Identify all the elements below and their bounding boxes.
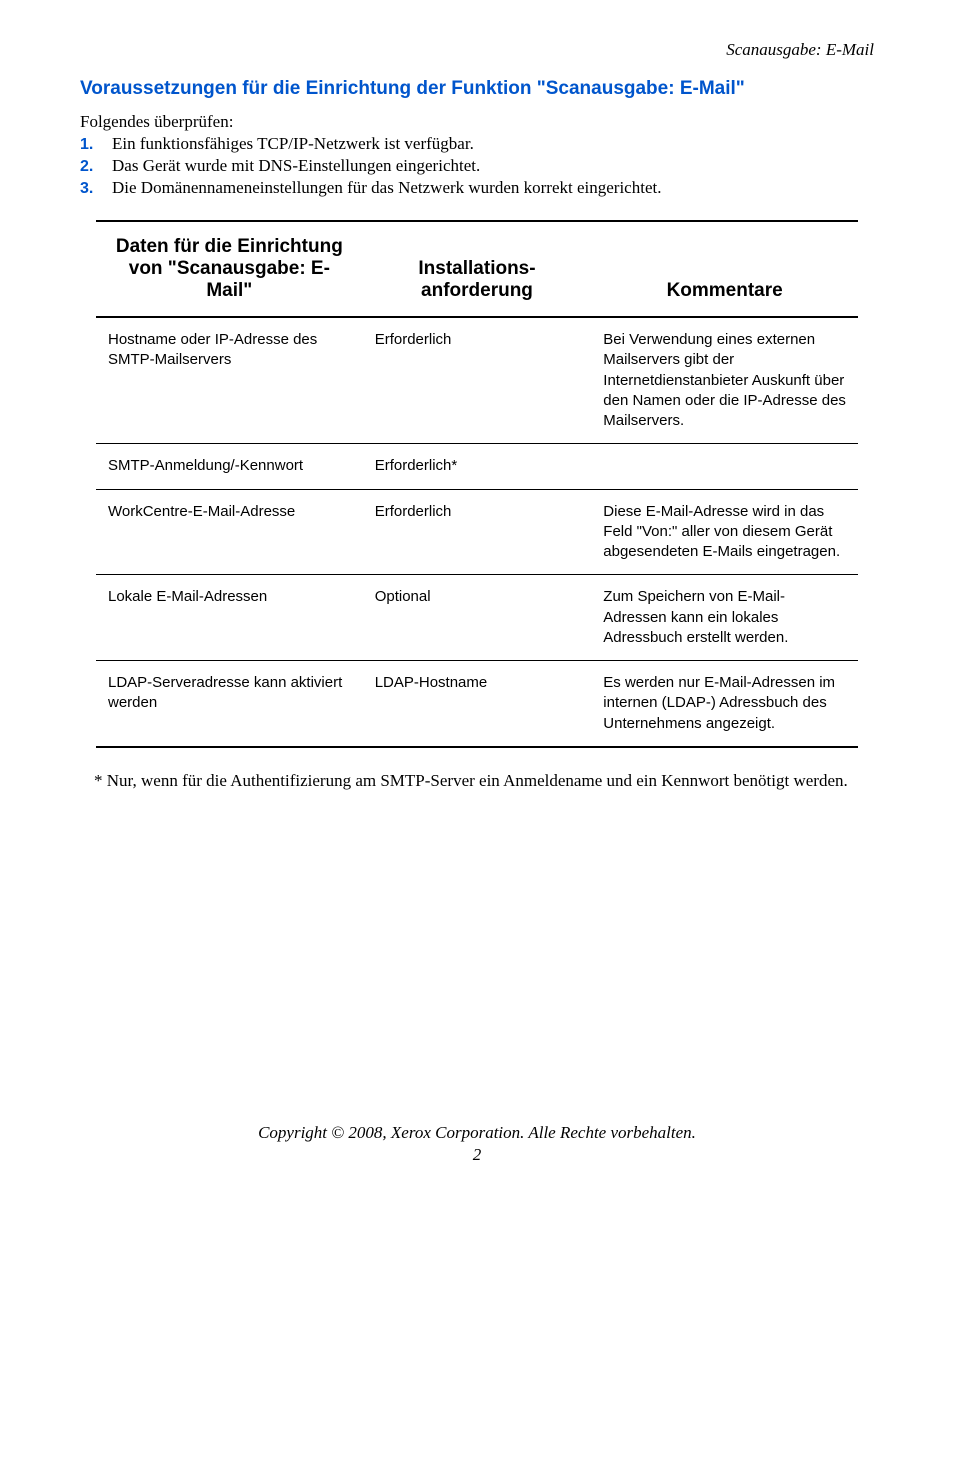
table-cell: Lokale E-Mail-Adressen <box>96 575 363 661</box>
table-cell: Zum Speichern von E-Mail-Adressen kann e… <box>591 575 858 661</box>
table-header-cell: Daten für die Einrichtung von "Scanausga… <box>96 221 363 317</box>
table-header-cell: Installations-anforderung <box>363 221 592 317</box>
list-number: 1. <box>80 136 112 154</box>
list-number: 2. <box>80 158 112 176</box>
table-cell: Erforderlich <box>363 489 592 575</box>
table-cell: Erforderlich <box>363 317 592 444</box>
table-header-cell: Kommentare <box>591 221 858 317</box>
table-cell: SMTP-Anmeldung/-Kennwort <box>96 444 363 489</box>
table-cell <box>591 444 858 489</box>
list-item: 1. Ein funktionsfähiges TCP/IP-Netzwerk … <box>80 134 874 154</box>
table-row: WorkCentre-E-Mail-Adresse Erforderlich D… <box>96 489 858 575</box>
table-cell: Bei Verwendung eines externen Mailserver… <box>591 317 858 444</box>
table-row: Hostname oder IP-Adresse des SMTP-Mailse… <box>96 317 858 444</box>
list-text: Das Gerät wurde mit DNS-Einstellungen ei… <box>112 156 480 176</box>
table-cell: Hostname oder IP-Adresse des SMTP-Mailse… <box>96 317 363 444</box>
list-item: 3. Die Domänennameneinstellungen für das… <box>80 178 874 198</box>
requirements-table-wrapper: Daten für die Einrichtung von "Scanausga… <box>96 220 858 748</box>
requirements-table: Daten für die Einrichtung von "Scanausga… <box>96 220 858 748</box>
table-row: SMTP-Anmeldung/-Kennwort Erforderlich* <box>96 444 858 489</box>
table-header-row: Daten für die Einrichtung von "Scanausga… <box>96 221 858 317</box>
table-cell: LDAP-Hostname <box>363 661 592 747</box>
table-cell: Es werden nur E-Mail-Adressen im interne… <box>591 661 858 747</box>
table-cell: LDAP-Serveradresse kann aktiviert werden <box>96 661 363 747</box>
page-number: 2 <box>80 1145 874 1165</box>
table-row: LDAP-Serveradresse kann aktiviert werden… <box>96 661 858 747</box>
breadcrumb: Scanausgabe: E-Mail <box>80 40 874 60</box>
copyright-footer: Copyright © 2008, Xerox Corporation. All… <box>80 1123 874 1143</box>
list-text: Die Domänennameneinstellungen für das Ne… <box>112 178 661 198</box>
table-cell: Erforderlich* <box>363 444 592 489</box>
table-row: Lokale E-Mail-Adressen Optional Zum Spei… <box>96 575 858 661</box>
table-cell: Diese E-Mail-Adresse wird in das Feld "V… <box>591 489 858 575</box>
list-item: 2. Das Gerät wurde mit DNS-Einstellungen… <box>80 156 874 176</box>
table-cell: WorkCentre-E-Mail-Adresse <box>96 489 363 575</box>
section-title: Voraussetzungen für die Einrichtung der … <box>80 78 874 100</box>
footnote: * Nur, wenn für die Authentifizierung am… <box>80 770 874 793</box>
intro-text: Folgendes überprüfen: <box>80 112 874 132</box>
table-cell: Optional <box>363 575 592 661</box>
list-text: Ein funktionsfähiges TCP/IP-Netzwerk ist… <box>112 134 474 154</box>
list-number: 3. <box>80 180 112 198</box>
